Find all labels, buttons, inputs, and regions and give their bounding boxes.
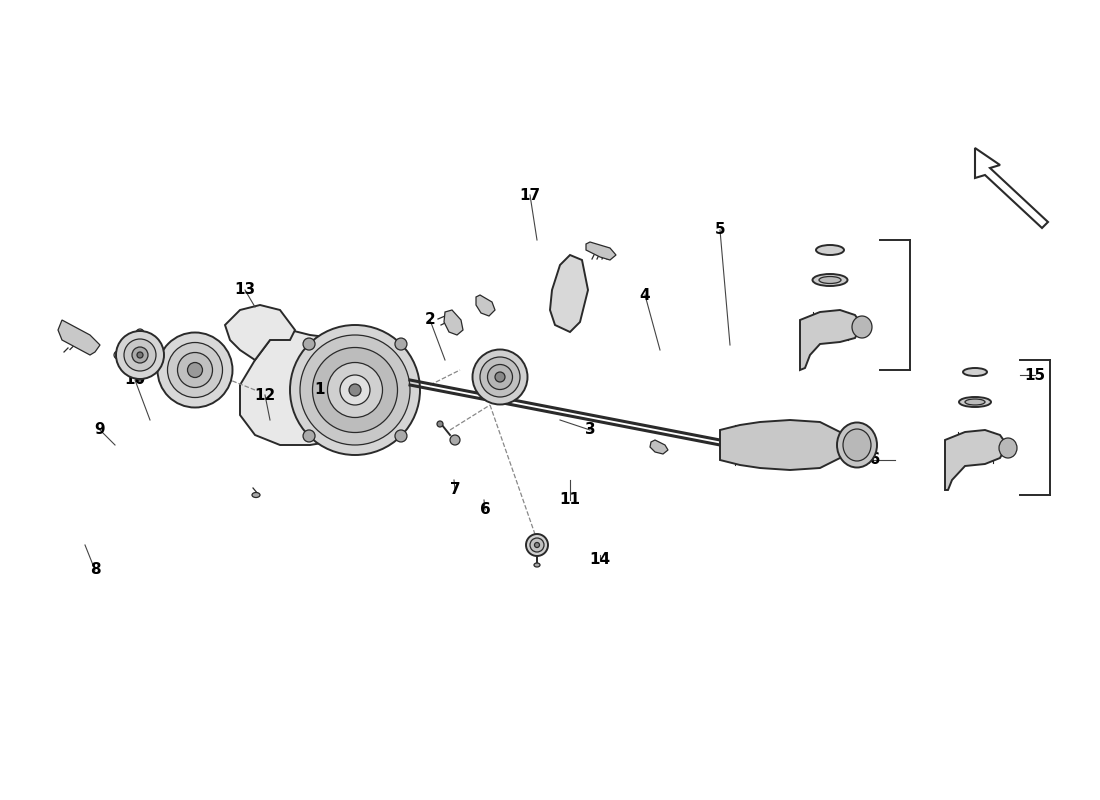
Text: 4: 4 — [640, 287, 650, 302]
Text: 17: 17 — [519, 187, 540, 202]
Ellipse shape — [437, 421, 443, 427]
Ellipse shape — [450, 435, 460, 445]
Text: 14: 14 — [590, 553, 610, 567]
Ellipse shape — [328, 362, 383, 418]
Polygon shape — [476, 295, 495, 316]
Ellipse shape — [526, 534, 548, 556]
Ellipse shape — [349, 384, 361, 396]
Ellipse shape — [820, 277, 842, 283]
Ellipse shape — [495, 372, 505, 382]
Text: 6: 6 — [480, 502, 491, 518]
Text: 13: 13 — [234, 282, 255, 298]
Ellipse shape — [138, 352, 143, 358]
Text: 3: 3 — [585, 422, 595, 438]
Ellipse shape — [480, 357, 520, 397]
Ellipse shape — [300, 335, 410, 445]
Polygon shape — [800, 310, 862, 370]
Polygon shape — [720, 420, 855, 470]
Polygon shape — [58, 320, 100, 355]
Ellipse shape — [124, 339, 156, 371]
Text: 7: 7 — [450, 482, 460, 498]
Circle shape — [114, 351, 122, 359]
Ellipse shape — [962, 368, 987, 376]
Ellipse shape — [157, 333, 232, 407]
Polygon shape — [975, 148, 1048, 228]
Polygon shape — [945, 430, 1006, 490]
Polygon shape — [550, 255, 588, 332]
Circle shape — [136, 373, 144, 381]
Ellipse shape — [116, 331, 164, 379]
Text: 12: 12 — [254, 387, 276, 402]
Circle shape — [136, 329, 144, 337]
Text: 16: 16 — [859, 453, 881, 467]
Ellipse shape — [177, 353, 212, 387]
Ellipse shape — [816, 245, 844, 255]
Text: 9: 9 — [95, 422, 106, 438]
Ellipse shape — [837, 422, 877, 467]
Ellipse shape — [843, 429, 871, 461]
Ellipse shape — [813, 274, 847, 286]
Polygon shape — [444, 310, 463, 335]
Ellipse shape — [487, 365, 513, 390]
Circle shape — [302, 430, 315, 442]
Ellipse shape — [534, 563, 540, 567]
Ellipse shape — [965, 399, 985, 405]
Ellipse shape — [167, 342, 222, 398]
Polygon shape — [226, 305, 295, 360]
Ellipse shape — [340, 375, 370, 405]
Text: 8: 8 — [90, 562, 100, 578]
Ellipse shape — [999, 438, 1018, 458]
Text: 2: 2 — [425, 313, 436, 327]
Ellipse shape — [312, 347, 397, 433]
Polygon shape — [650, 440, 668, 454]
Text: 11: 11 — [560, 493, 581, 507]
Text: 15: 15 — [1024, 367, 1046, 382]
Ellipse shape — [252, 493, 260, 498]
Ellipse shape — [530, 538, 544, 552]
Ellipse shape — [187, 362, 202, 378]
Ellipse shape — [132, 347, 148, 363]
Polygon shape — [586, 242, 616, 260]
Circle shape — [302, 338, 315, 350]
Ellipse shape — [959, 397, 991, 407]
Ellipse shape — [535, 542, 539, 547]
Circle shape — [158, 351, 166, 359]
Text: 5: 5 — [715, 222, 725, 238]
Ellipse shape — [473, 350, 528, 405]
Circle shape — [395, 338, 407, 350]
Ellipse shape — [852, 316, 872, 338]
Circle shape — [395, 430, 407, 442]
Text: 1: 1 — [315, 382, 326, 398]
Text: 10: 10 — [124, 373, 145, 387]
Ellipse shape — [290, 325, 420, 455]
Polygon shape — [240, 330, 415, 445]
